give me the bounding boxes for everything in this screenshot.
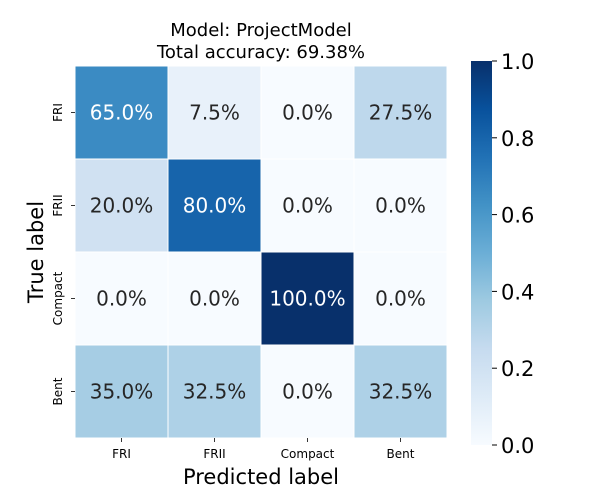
y-axis-label: True label [24, 201, 48, 304]
heatmap-cell-r1-c0 [74, 158, 169, 253]
heatmap-cell-r0-c2 [260, 65, 355, 160]
heatmap-cell-r3-c2 [260, 344, 355, 439]
heatmap-cells: 65.0% 7.5% 0.0% 27.5% 20.0% 80.0% 0.0% 0.0% 0.0%… [74, 65, 448, 439]
heatmap-cell-r3-c1 [167, 344, 262, 439]
cell-label-r3-c2: 0.0% [282, 380, 333, 404]
colorbar-tick-label-4: 0.8 [501, 127, 534, 151]
x-tick-label-1: FRII [203, 447, 225, 461]
cell-label-r3-c1: 32.5% [183, 380, 247, 404]
heatmap-cell-r2-c1 [167, 251, 262, 346]
x-tick-label-2: Compact [281, 447, 335, 461]
colorbar-tick-label-2: 0.4 [501, 280, 534, 304]
y-tick-label-2: Compact [51, 271, 65, 325]
heatmap-cell-r3-c0 [74, 344, 169, 439]
y-tick-label-1: FRII [51, 194, 65, 216]
x-tick-label-0: FRI [112, 447, 131, 461]
heatmap-cell-r3-c3 [353, 344, 448, 439]
cell-label-r0-c0: 65.0% [90, 101, 154, 125]
heatmap-cell-r0-c1 [167, 65, 262, 160]
colorbar-ticks: 0.0 0.2 0.4 0.6 0.8 1.0 [492, 50, 534, 458]
heatmap-cell-r1-c1 [167, 158, 262, 253]
cell-label-r1-c2: 0.0% [282, 194, 333, 218]
heatmap-cell-r1-c3 [353, 158, 448, 253]
cell-label-r3-c0: 35.0% [90, 380, 154, 404]
cell-label-r1-c0: 20.0% [90, 194, 154, 218]
y-tick-label-0: FRI [51, 103, 65, 122]
colorbar-tick-label-1: 0.2 [501, 357, 534, 381]
x-tick-label-3: Bent [387, 447, 415, 461]
heatmap-cell-r0-c0 [74, 65, 169, 160]
cell-label-r2-c1: 0.0% [189, 287, 240, 311]
cell-label-r0-c2: 0.0% [282, 101, 333, 125]
colorbar-tick-label-3: 0.6 [501, 204, 534, 228]
heatmap-cell-r0-c3 [353, 65, 448, 160]
y-tick-label-3: Bent [51, 377, 65, 405]
cell-label-r2-c3: 0.0% [375, 287, 426, 311]
cell-label-r2-c0: 0.0% [96, 287, 147, 311]
cell-label-r0-c3: 27.5% [369, 101, 433, 125]
x-tick-labels: FRI FRII Compact Bent [112, 438, 415, 461]
cell-label-r3-c3: 32.5% [369, 380, 433, 404]
chart-title-line-2: Total accuracy: 69.38% [156, 42, 365, 63]
cell-label-r1-c3: 0.0% [375, 194, 426, 218]
y-tick-labels: FRI FRII Compact Bent [51, 103, 75, 405]
cell-label-r1-c1: 80.0% [183, 194, 247, 218]
colorbar-tick-label-5: 1.0 [501, 50, 534, 74]
cell-label-r0-c1: 7.5% [189, 101, 240, 125]
cell-label-r2-c2: 100.0% [269, 287, 345, 311]
chart-title-line-1: Model: ProjectModel [170, 20, 351, 41]
x-axis-label: Predicted label [183, 465, 339, 489]
heatmap-cell-r2-c3 [353, 251, 448, 346]
colorbar [471, 61, 492, 445]
colorbar-tick-label-0: 0.0 [501, 434, 534, 458]
